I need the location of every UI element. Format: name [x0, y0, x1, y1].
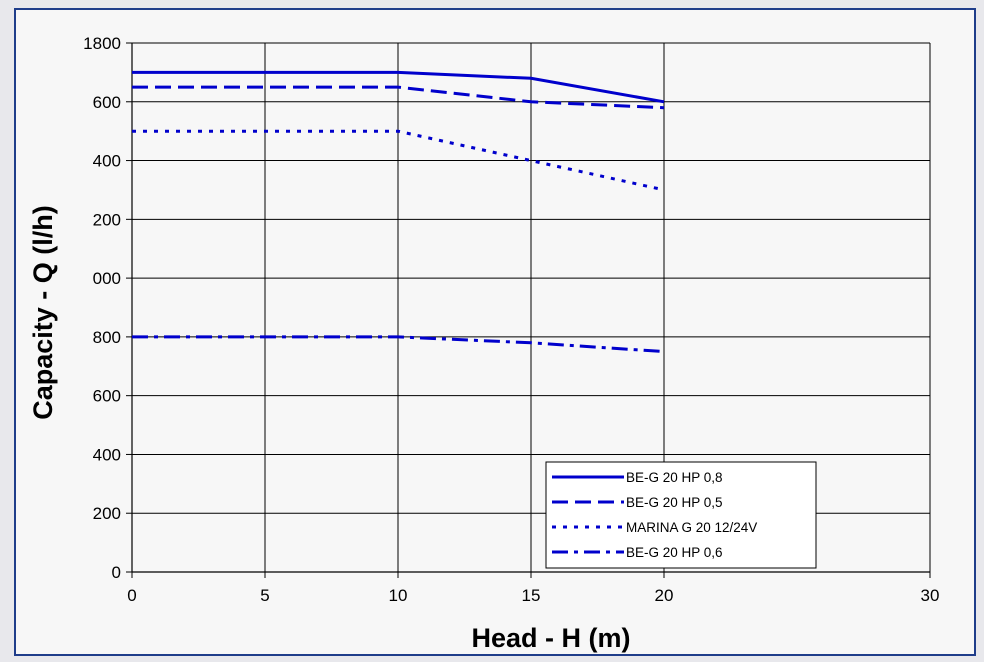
series-line: [132, 70, 665, 104]
chart-frame: 0 200 400 600 800 000 200 400 600 1800 0 5 10 15 20 30 …: [14, 8, 976, 656]
y-axis-title: Capacity - Q (l/h): [28, 205, 58, 420]
series-line: [132, 85, 665, 110]
x-tick-label: 15: [522, 586, 541, 605]
y-tick-label: 400: [93, 152, 121, 171]
series-line: [132, 129, 665, 192]
legend-label: MARINA G 20 12/24V: [626, 520, 757, 535]
tick-labels: 0 200 400 600 800 000 200 400 600 1800 0 5 10 15 20 30: [83, 34, 939, 605]
legend: BE-G 20 HP 0,8 BE-G 20 HP 0,5 MARINA G 20 …: [545, 461, 817, 569]
x-tick-label: 0: [127, 586, 136, 605]
y-tick-label: 1800: [83, 34, 121, 53]
x-tick-label: 30: [921, 586, 940, 605]
x-tick-label: 5: [260, 586, 269, 605]
series-line: [132, 335, 665, 354]
legend-label: BE-G 20 HP 0,5: [626, 495, 723, 510]
y-tick-label: 200: [93, 504, 121, 523]
y-tick-label: 0: [112, 563, 121, 582]
y-tick-label: 400: [93, 445, 121, 464]
x-tick-label: 10: [389, 586, 408, 605]
series-lines: [132, 70, 665, 354]
y-tick-label: 200: [93, 210, 121, 229]
legend-box: [545, 461, 817, 569]
x-axis-title: Head - H (m): [471, 623, 630, 653]
y-tick-label: 800: [93, 328, 121, 347]
legend-label: BE-G 20 HP 0,6: [626, 545, 723, 560]
y-tick-label: 600: [93, 93, 121, 112]
legend-label: BE-G 20 HP 0,8: [626, 470, 723, 485]
y-tick-label: 600: [93, 387, 121, 406]
x-tick-label: 20: [655, 586, 674, 605]
y-tick-label: 000: [93, 269, 121, 288]
